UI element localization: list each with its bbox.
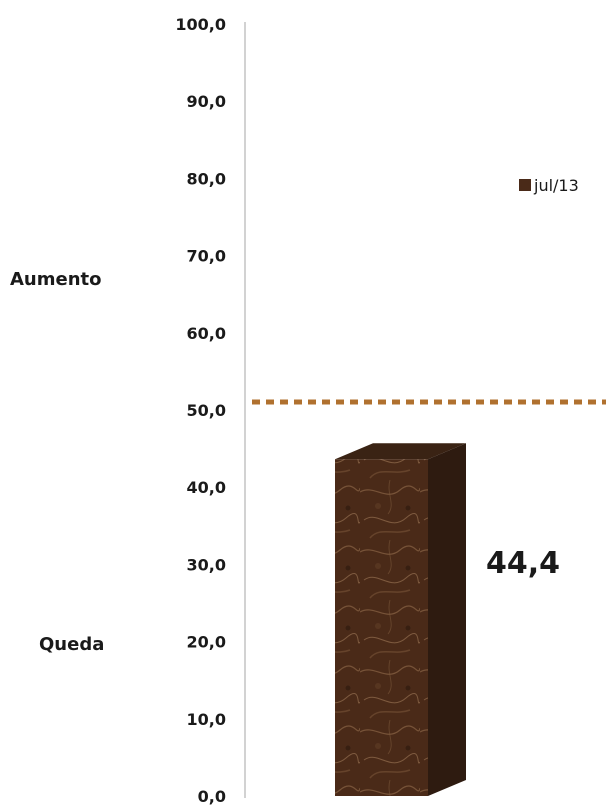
y-tick-label: 60,0: [187, 324, 226, 343]
y-tick-label: 20,0: [187, 633, 226, 652]
legend-swatch-jul-13: [519, 179, 531, 191]
legend: jul/13: [519, 176, 579, 195]
y-tick-label: 50,0: [187, 401, 226, 420]
side-label-lower: Queda: [39, 634, 104, 655]
y-axis-ticks: 0,0 10,0 20,0 30,0 40,0 50,0 60,0 70,0 80,0 90,0 1…: [175, 15, 226, 806]
y-tick-label: 70,0: [187, 247, 226, 266]
y-tick-label: 80,0: [187, 169, 226, 188]
bar-top-face: [335, 443, 466, 460]
bar-side-face: [428, 443, 466, 796]
y-tick-label: 10,0: [187, 710, 226, 729]
legend-label-jul-13: jul/13: [533, 176, 579, 195]
y-tick-label: 90,0: [187, 92, 226, 111]
y-tick-label: 100,0: [175, 15, 226, 34]
y-tick-label: 30,0: [187, 555, 226, 574]
bar-jul-13: [335, 443, 466, 796]
data-label-jul-13: 44,4: [486, 546, 560, 581]
y-tick-label: 40,0: [187, 478, 226, 497]
y-tick-label: 0,0: [198, 787, 226, 806]
side-label-upper: Aumento: [10, 269, 102, 290]
bar-front-face: [335, 459, 428, 796]
